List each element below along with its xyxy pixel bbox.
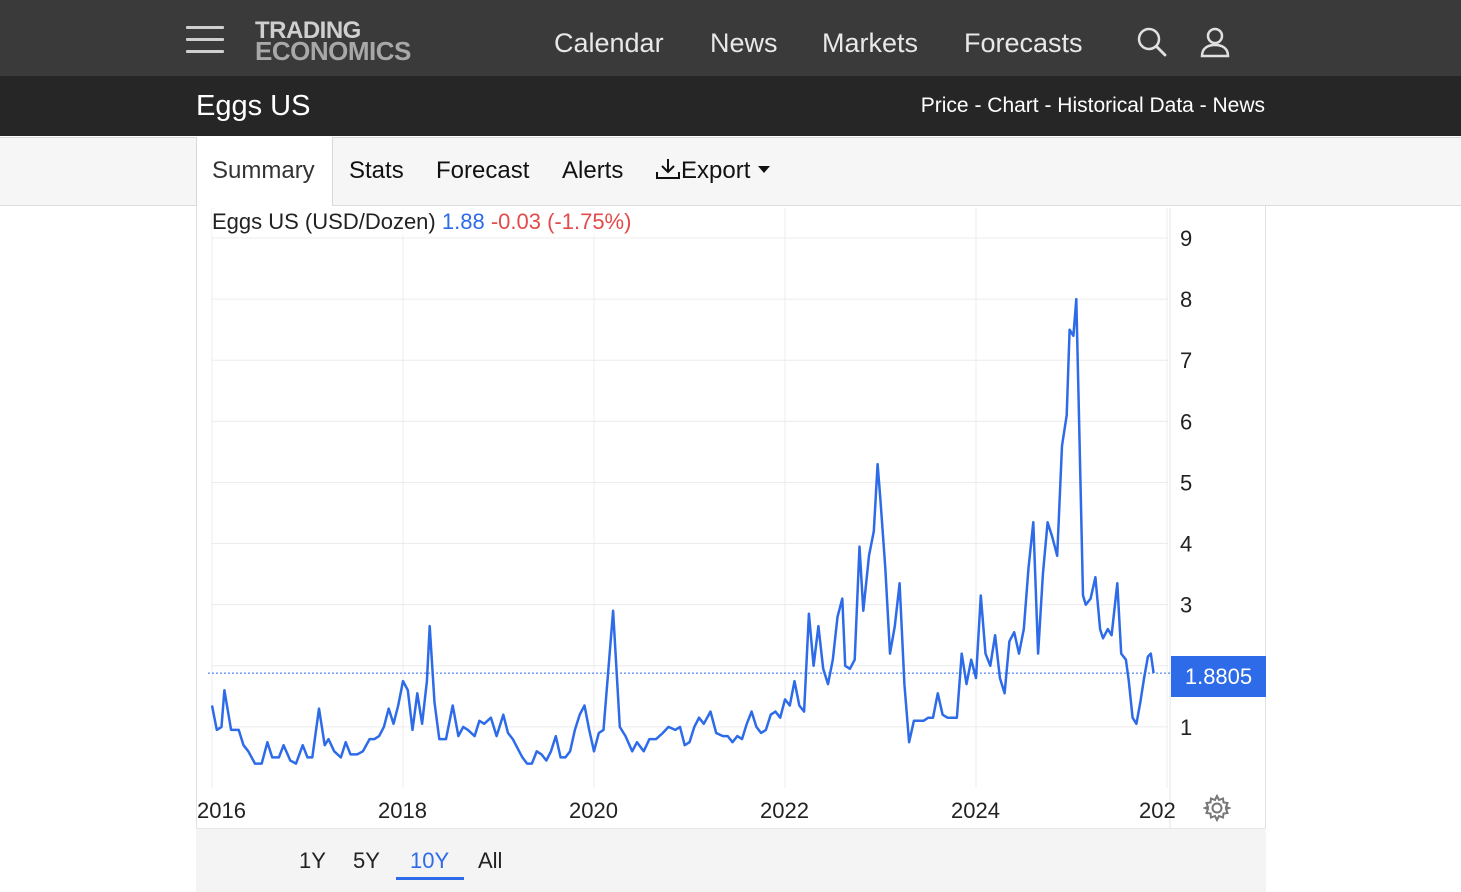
download-icon [656, 159, 680, 179]
chart-grid [211, 208, 1171, 828]
menu-icon[interactable] [186, 26, 224, 56]
range-10y[interactable]: 10Y [410, 848, 450, 873]
x-tick-label: 202 [1139, 798, 1176, 823]
nav-markets[interactable]: Markets [822, 28, 919, 58]
y-tick-label: 7 [1180, 348, 1192, 373]
gear-icon[interactable] [1203, 794, 1231, 822]
tab-active-background [196, 137, 333, 207]
last-value-badge: 1.8805 [1171, 656, 1266, 697]
nav-news[interactable]: News [710, 28, 778, 58]
series-line [210, 297, 1155, 765]
legend-change: -0.03 (-1.75%) [490, 209, 632, 234]
caret-down-icon [758, 166, 771, 173]
y-tick-label: 9 [1180, 226, 1192, 251]
y-tick-label: 6 [1180, 409, 1192, 434]
y-tick-label: 3 [1180, 593, 1192, 618]
page-title: Eggs US [196, 90, 311, 122]
tab-forecast[interactable]: Forecast [436, 157, 530, 184]
range-all[interactable]: All [478, 848, 503, 873]
y-tick-label: 1 [1180, 715, 1192, 740]
logo[interactable]: TRADING ECONOMICS [255, 17, 411, 66]
tab-summary[interactable]: Summary [212, 157, 315, 184]
y-tick-label: 4 [1180, 532, 1192, 557]
chart-legend: Eggs US (USD/Dozen) 1.88 -0.03 (-1.75%) [212, 209, 636, 235]
x-tick-label: 2022 [760, 798, 809, 823]
top-navbar: TRADING ECONOMICS Calendar News Markets … [0, 0, 1461, 76]
tab-alerts[interactable]: Alerts [562, 157, 624, 184]
chart-container[interactable] [196, 206, 1266, 892]
range-1y[interactable]: 1Y [299, 848, 326, 873]
logo-line1: TRADING [255, 17, 361, 44]
legend-name: Eggs US (USD/Dozen) [212, 209, 436, 234]
y-tick-label: 5 [1180, 470, 1192, 495]
x-tick-label: 2020 [569, 798, 618, 823]
x-axis-ticks: 2016 2018 2020 2022 2024 202 [197, 798, 1176, 823]
tab-stats[interactable]: Stats [349, 157, 404, 184]
sub-header [0, 76, 1461, 136]
x-tick-label: 2016 [197, 798, 246, 823]
nav-forecasts[interactable]: Forecasts [964, 28, 1083, 58]
nav-calendar[interactable]: Calendar [554, 28, 664, 58]
range-active-underline [396, 877, 464, 880]
range-selector [196, 828, 1266, 892]
y-tick-label: 8 [1180, 287, 1192, 312]
range-5y[interactable]: 5Y [353, 848, 380, 873]
search-icon[interactable] [1136, 26, 1168, 58]
sub-nav-links[interactable]: Price - Chart - Historical Data - News [920, 94, 1265, 117]
logo-line2: ECONOMICS [255, 36, 411, 66]
tab-export[interactable]: Export [655, 157, 771, 185]
user-icon[interactable] [1199, 26, 1231, 58]
x-tick-label: 2018 [378, 798, 427, 823]
legend-value: 1.88 [441, 209, 485, 234]
x-tick-label: 2024 [951, 798, 1000, 823]
export-label: Export [681, 157, 751, 184]
